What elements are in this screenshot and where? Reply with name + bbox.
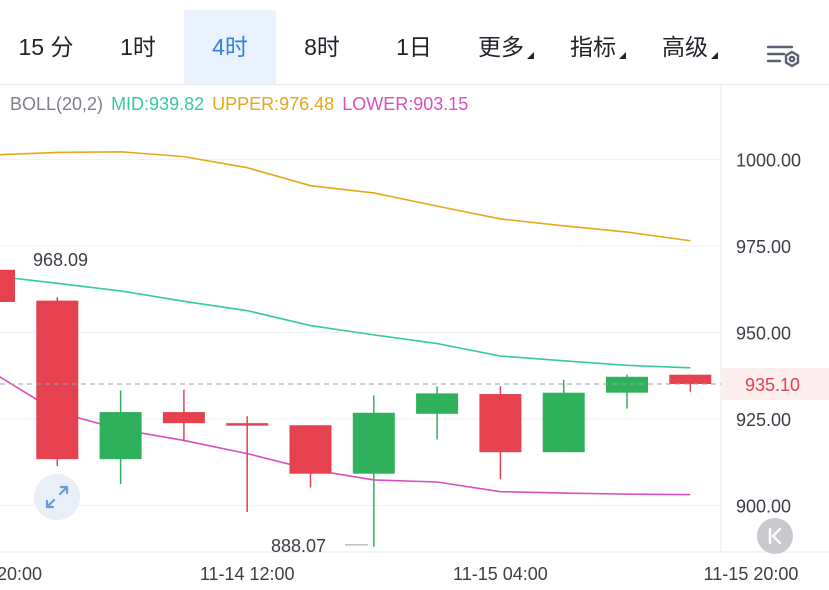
y-tick-label: 1000.00 — [736, 150, 801, 170]
candle-body — [542, 392, 585, 453]
candle-body — [669, 374, 712, 385]
candle — [289, 425, 332, 488]
candle-body — [479, 394, 522, 453]
tab-15-minutes[interactable]: 15 分 — [18, 34, 74, 60]
candle — [226, 416, 269, 513]
y-tick-label: 975.00 — [736, 237, 791, 257]
x-tick-label: 11-15 20:00 — [704, 564, 799, 584]
current-price-badge — [722, 368, 829, 401]
expand-icon[interactable] — [34, 474, 80, 520]
x-tick-label: 11-15 04:00 — [453, 564, 548, 584]
tab-4-hours[interactable]: 4时 — [184, 10, 276, 84]
tab-8-hours[interactable]: 8时 — [304, 34, 340, 60]
boll-lower-value: LOWER:903.15 — [342, 94, 469, 114]
candle — [669, 374, 712, 392]
chart-settings-icon[interactable] — [762, 30, 806, 84]
dropdown-caret-icon — [711, 52, 718, 59]
candle-body — [99, 412, 142, 460]
current-price-label: 935.10 — [745, 375, 800, 395]
candle — [352, 395, 395, 547]
x-tick-label: 11-14 12:00 — [200, 564, 295, 584]
candle-body — [606, 376, 648, 393]
y-tick-label: 900.00 — [736, 497, 791, 517]
candle — [479, 386, 522, 480]
interval-tab-bar: 15 分 1时 4时 8时 1日 更多 指标 高级 — [0, 10, 829, 85]
candle-body — [289, 425, 332, 474]
candle — [606, 374, 648, 409]
boll-indicator-label: BOLL(20,2) — [10, 94, 104, 114]
dropdown-caret-icon — [527, 52, 534, 59]
tab-advanced-dropdown[interactable]: 高级 — [644, 10, 736, 84]
y-tick-label: 950.00 — [736, 323, 791, 343]
boll-upper-value: UPPER:976.48 — [212, 94, 335, 114]
candle-body — [226, 423, 269, 426]
tab-1-hour[interactable]: 1时 — [120, 34, 156, 60]
tab-more-dropdown[interactable]: 更多 — [460, 10, 552, 84]
max-price-label: 968.09 — [33, 250, 88, 270]
x-tick-label: 20:00 — [0, 564, 42, 584]
y-tick-label: 925.00 — [736, 410, 791, 430]
candle — [542, 379, 585, 453]
candle — [0, 269, 15, 302]
candle-body — [36, 300, 79, 460]
candle-body — [416, 393, 459, 414]
candle-body — [0, 269, 15, 302]
boll-mid-line — [0, 275, 691, 369]
boll-mid-value: MID:939.82 — [111, 94, 205, 114]
boll-upper-line — [0, 150, 691, 242]
candle — [162, 389, 205, 442]
candle-body — [162, 412, 205, 424]
back-to-latest-icon[interactable] — [757, 518, 793, 554]
min-price-label: 888.07 — [271, 536, 326, 556]
boll-legend: BOLL(20,2) MID:939.82 UPPER:976.48 LOWER:90… — [10, 94, 476, 115]
tab-indicators-dropdown[interactable]: 指标 — [552, 10, 644, 84]
tab-1-day[interactable]: 1日 — [396, 34, 432, 60]
candle — [416, 386, 459, 440]
candle — [36, 297, 79, 467]
candle-body — [352, 412, 395, 474]
dropdown-caret-icon — [619, 52, 626, 59]
candle — [99, 390, 142, 485]
